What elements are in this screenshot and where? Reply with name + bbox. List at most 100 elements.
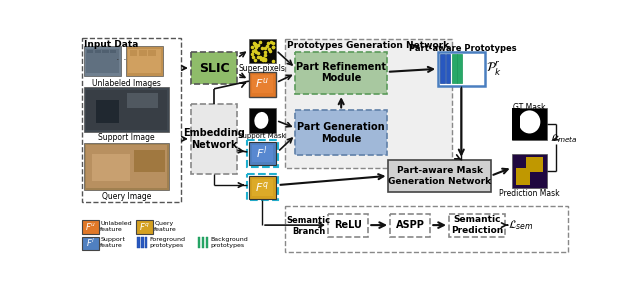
Bar	[191, 52, 237, 84]
Ellipse shape	[254, 112, 268, 129]
Bar	[84, 87, 169, 132]
Bar	[249, 142, 276, 165]
Text: $\mathcal{L}_{meta}$: $\mathcal{L}_{meta}$	[550, 132, 578, 145]
Text: Embedding
Network: Embedding Network	[183, 128, 245, 150]
Bar	[95, 100, 119, 123]
Point	[268, 45, 278, 49]
Point	[265, 49, 275, 54]
Point	[250, 58, 260, 63]
Bar	[328, 214, 368, 237]
Text: $\mathcal{L}_{sem}$: $\mathcal{L}_{sem}$	[508, 218, 534, 232]
Text: Query Image: Query Image	[102, 192, 151, 201]
Text: GT Mask: GT Mask	[513, 103, 546, 112]
Bar	[198, 237, 200, 248]
Text: $F^l$: $F^l$	[257, 144, 268, 161]
Bar	[249, 39, 276, 63]
Bar	[248, 141, 278, 166]
Bar	[205, 237, 208, 248]
Bar	[139, 49, 147, 56]
Point	[260, 57, 270, 62]
Bar	[446, 54, 451, 84]
Bar	[92, 154, 131, 181]
Text: $F^u$: $F^u$	[255, 77, 269, 91]
Point	[247, 44, 257, 49]
Bar	[148, 49, 156, 56]
Point	[262, 44, 272, 49]
Point	[268, 40, 278, 45]
Bar	[81, 38, 180, 202]
Text: Part Refinement
Module: Part Refinement Module	[296, 62, 386, 84]
Bar	[87, 49, 93, 54]
Point	[264, 47, 274, 51]
Bar	[86, 49, 119, 73]
Bar	[285, 206, 568, 252]
Text: Foreground
prototypes: Foreground prototypes	[150, 237, 186, 248]
Bar	[129, 49, 138, 56]
Point	[266, 40, 276, 44]
Bar	[513, 154, 547, 188]
Bar	[285, 39, 452, 168]
Point	[254, 40, 264, 44]
Bar	[81, 237, 99, 250]
Point	[251, 50, 261, 54]
Point	[250, 42, 260, 47]
Bar	[296, 110, 387, 155]
Point	[250, 42, 260, 46]
Point	[246, 52, 257, 57]
Point	[268, 45, 278, 50]
Bar	[145, 237, 147, 248]
Text: ASPP: ASPP	[396, 220, 424, 230]
Bar	[81, 221, 99, 234]
Bar	[202, 237, 204, 248]
Point	[258, 55, 268, 60]
Point	[253, 51, 263, 55]
Text: · ·: · ·	[116, 55, 127, 65]
Text: SLIC: SLIC	[199, 61, 229, 74]
Point	[260, 50, 270, 54]
Bar	[252, 75, 273, 93]
Bar	[249, 108, 276, 133]
Bar	[110, 49, 116, 54]
Point	[268, 58, 278, 63]
Text: Background
prototypes: Background prototypes	[210, 237, 248, 248]
Text: Part-aware Mask
Generation Network: Part-aware Mask Generation Network	[388, 166, 491, 186]
Point	[250, 47, 260, 52]
Text: $F^u$: $F^u$	[84, 221, 95, 232]
Text: Support Image: Support Image	[98, 134, 155, 143]
Text: Query
feature: Query feature	[154, 221, 177, 232]
Point	[248, 55, 258, 59]
Text: $\mathcal{P}_k^r$: $\mathcal{P}_k^r$	[486, 60, 502, 78]
Bar	[128, 49, 161, 73]
Bar	[388, 160, 491, 192]
Point	[262, 41, 273, 45]
Point	[258, 58, 268, 62]
Text: Part-aware Prototypes: Part-aware Prototypes	[409, 44, 516, 53]
Ellipse shape	[518, 110, 540, 134]
Point	[253, 43, 263, 47]
Bar	[516, 157, 526, 168]
Bar	[252, 179, 273, 196]
Text: Semantic
Branch: Semantic Branch	[287, 216, 331, 236]
Point	[260, 52, 270, 57]
Point	[259, 46, 269, 51]
Point	[248, 49, 258, 53]
Text: Input Data: Input Data	[84, 40, 138, 49]
Text: $F^q$: $F^q$	[255, 180, 269, 194]
Bar	[136, 221, 153, 234]
Bar	[513, 108, 520, 141]
Point	[253, 54, 263, 59]
Text: Semantic
Prediction: Semantic Prediction	[451, 215, 503, 235]
Bar	[125, 47, 163, 76]
Point	[250, 40, 260, 45]
Point	[257, 45, 267, 50]
Text: $F^l$: $F^l$	[86, 237, 95, 249]
Bar	[296, 52, 387, 94]
Bar	[141, 237, 143, 248]
Point	[260, 57, 270, 62]
Text: ReLU: ReLU	[334, 220, 362, 230]
Bar	[252, 145, 273, 162]
Text: Super-pixels: Super-pixels	[239, 64, 285, 73]
Bar	[249, 72, 276, 97]
Text: Unlabeled
feature: Unlabeled feature	[100, 221, 132, 232]
Bar	[440, 54, 445, 84]
